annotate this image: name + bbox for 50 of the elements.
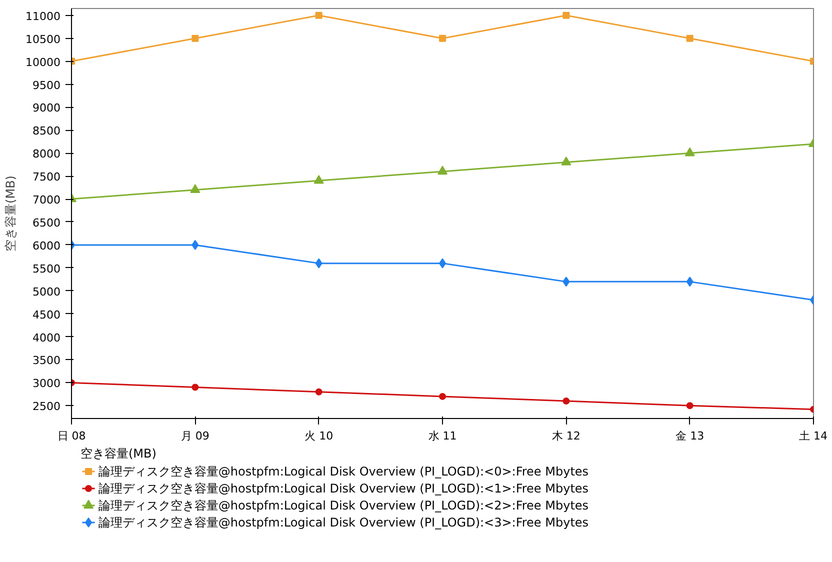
point (439, 392, 446, 400)
point (315, 12, 322, 19)
x-tick-label: 土 14 (799, 430, 828, 442)
legend-label: 論理ディスク空き容量@hostpfm:Logical Disk Overview (PI_LOGD):<0>:Free Mbytes (98, 464, 589, 478)
y-tick-label: 9000 (32, 102, 61, 115)
point (562, 12, 570, 19)
point (192, 34, 199, 42)
y-tick-label: 11000 (26, 10, 61, 23)
y-tick-label: 4000 (32, 331, 61, 344)
y-tick-label: 3000 (32, 377, 61, 390)
point (686, 34, 694, 42)
x-tick-label: 月 09 (180, 430, 210, 442)
y-tick-label: 9500 (32, 78, 61, 92)
point (561, 156, 572, 166)
legend-label: 論理ディスク空き容量@hostpfm:Logical Disk Overview (PI_LOGD):<1>:Free Mbytes (98, 482, 589, 496)
y-tick-label: 6500 (32, 216, 61, 230)
point (439, 34, 446, 42)
x-tick-label: 日 08 (57, 430, 86, 442)
x-tick-label: 火 10 (304, 430, 334, 442)
point (192, 384, 199, 391)
y-tick-label: 5500 (32, 262, 61, 276)
point (686, 276, 694, 287)
y-tick-label: 2500 (32, 400, 61, 414)
point (438, 166, 448, 175)
y-tick-label: 10500 (26, 32, 61, 46)
y-tick-label: 8000 (32, 148, 61, 161)
point (192, 240, 199, 250)
point (686, 402, 694, 410)
point (562, 276, 570, 287)
point (315, 388, 322, 396)
legend-label: 論理ディスク空き容量@hostpfm:Logical Disk Overview (PI_LOGD):<3>:Free Mbytes (98, 516, 589, 530)
y-tick-label: 7000 (32, 194, 61, 207)
x-tick-label: 金 13 (676, 430, 704, 442)
y-tick-label: 8500 (32, 124, 61, 138)
legend-label: 論理ディスク空き容量@hostpfm:Logical Disk Overview (PI_LOGD):<2>:Free Mbytes (98, 498, 589, 512)
point (315, 258, 322, 268)
legend-title: 空き容量(MB) (80, 446, 156, 460)
point (190, 184, 200, 193)
y-tick-label: 6000 (32, 239, 61, 252)
x-tick-label: 木 12 (552, 430, 580, 442)
y-tick-label: 3500 (32, 354, 61, 368)
point (562, 398, 570, 405)
point (314, 174, 324, 184)
y-tick-label: 5000 (32, 285, 61, 298)
y-tick-label: 10000 (26, 56, 61, 69)
y-tick-label: 7500 (32, 170, 61, 184)
x-tick-label: 水 11 (428, 430, 457, 442)
y-tick-label: 4500 (32, 308, 61, 322)
y-axis-title: 空き容量(MB) (4, 176, 18, 252)
point (684, 147, 695, 156)
